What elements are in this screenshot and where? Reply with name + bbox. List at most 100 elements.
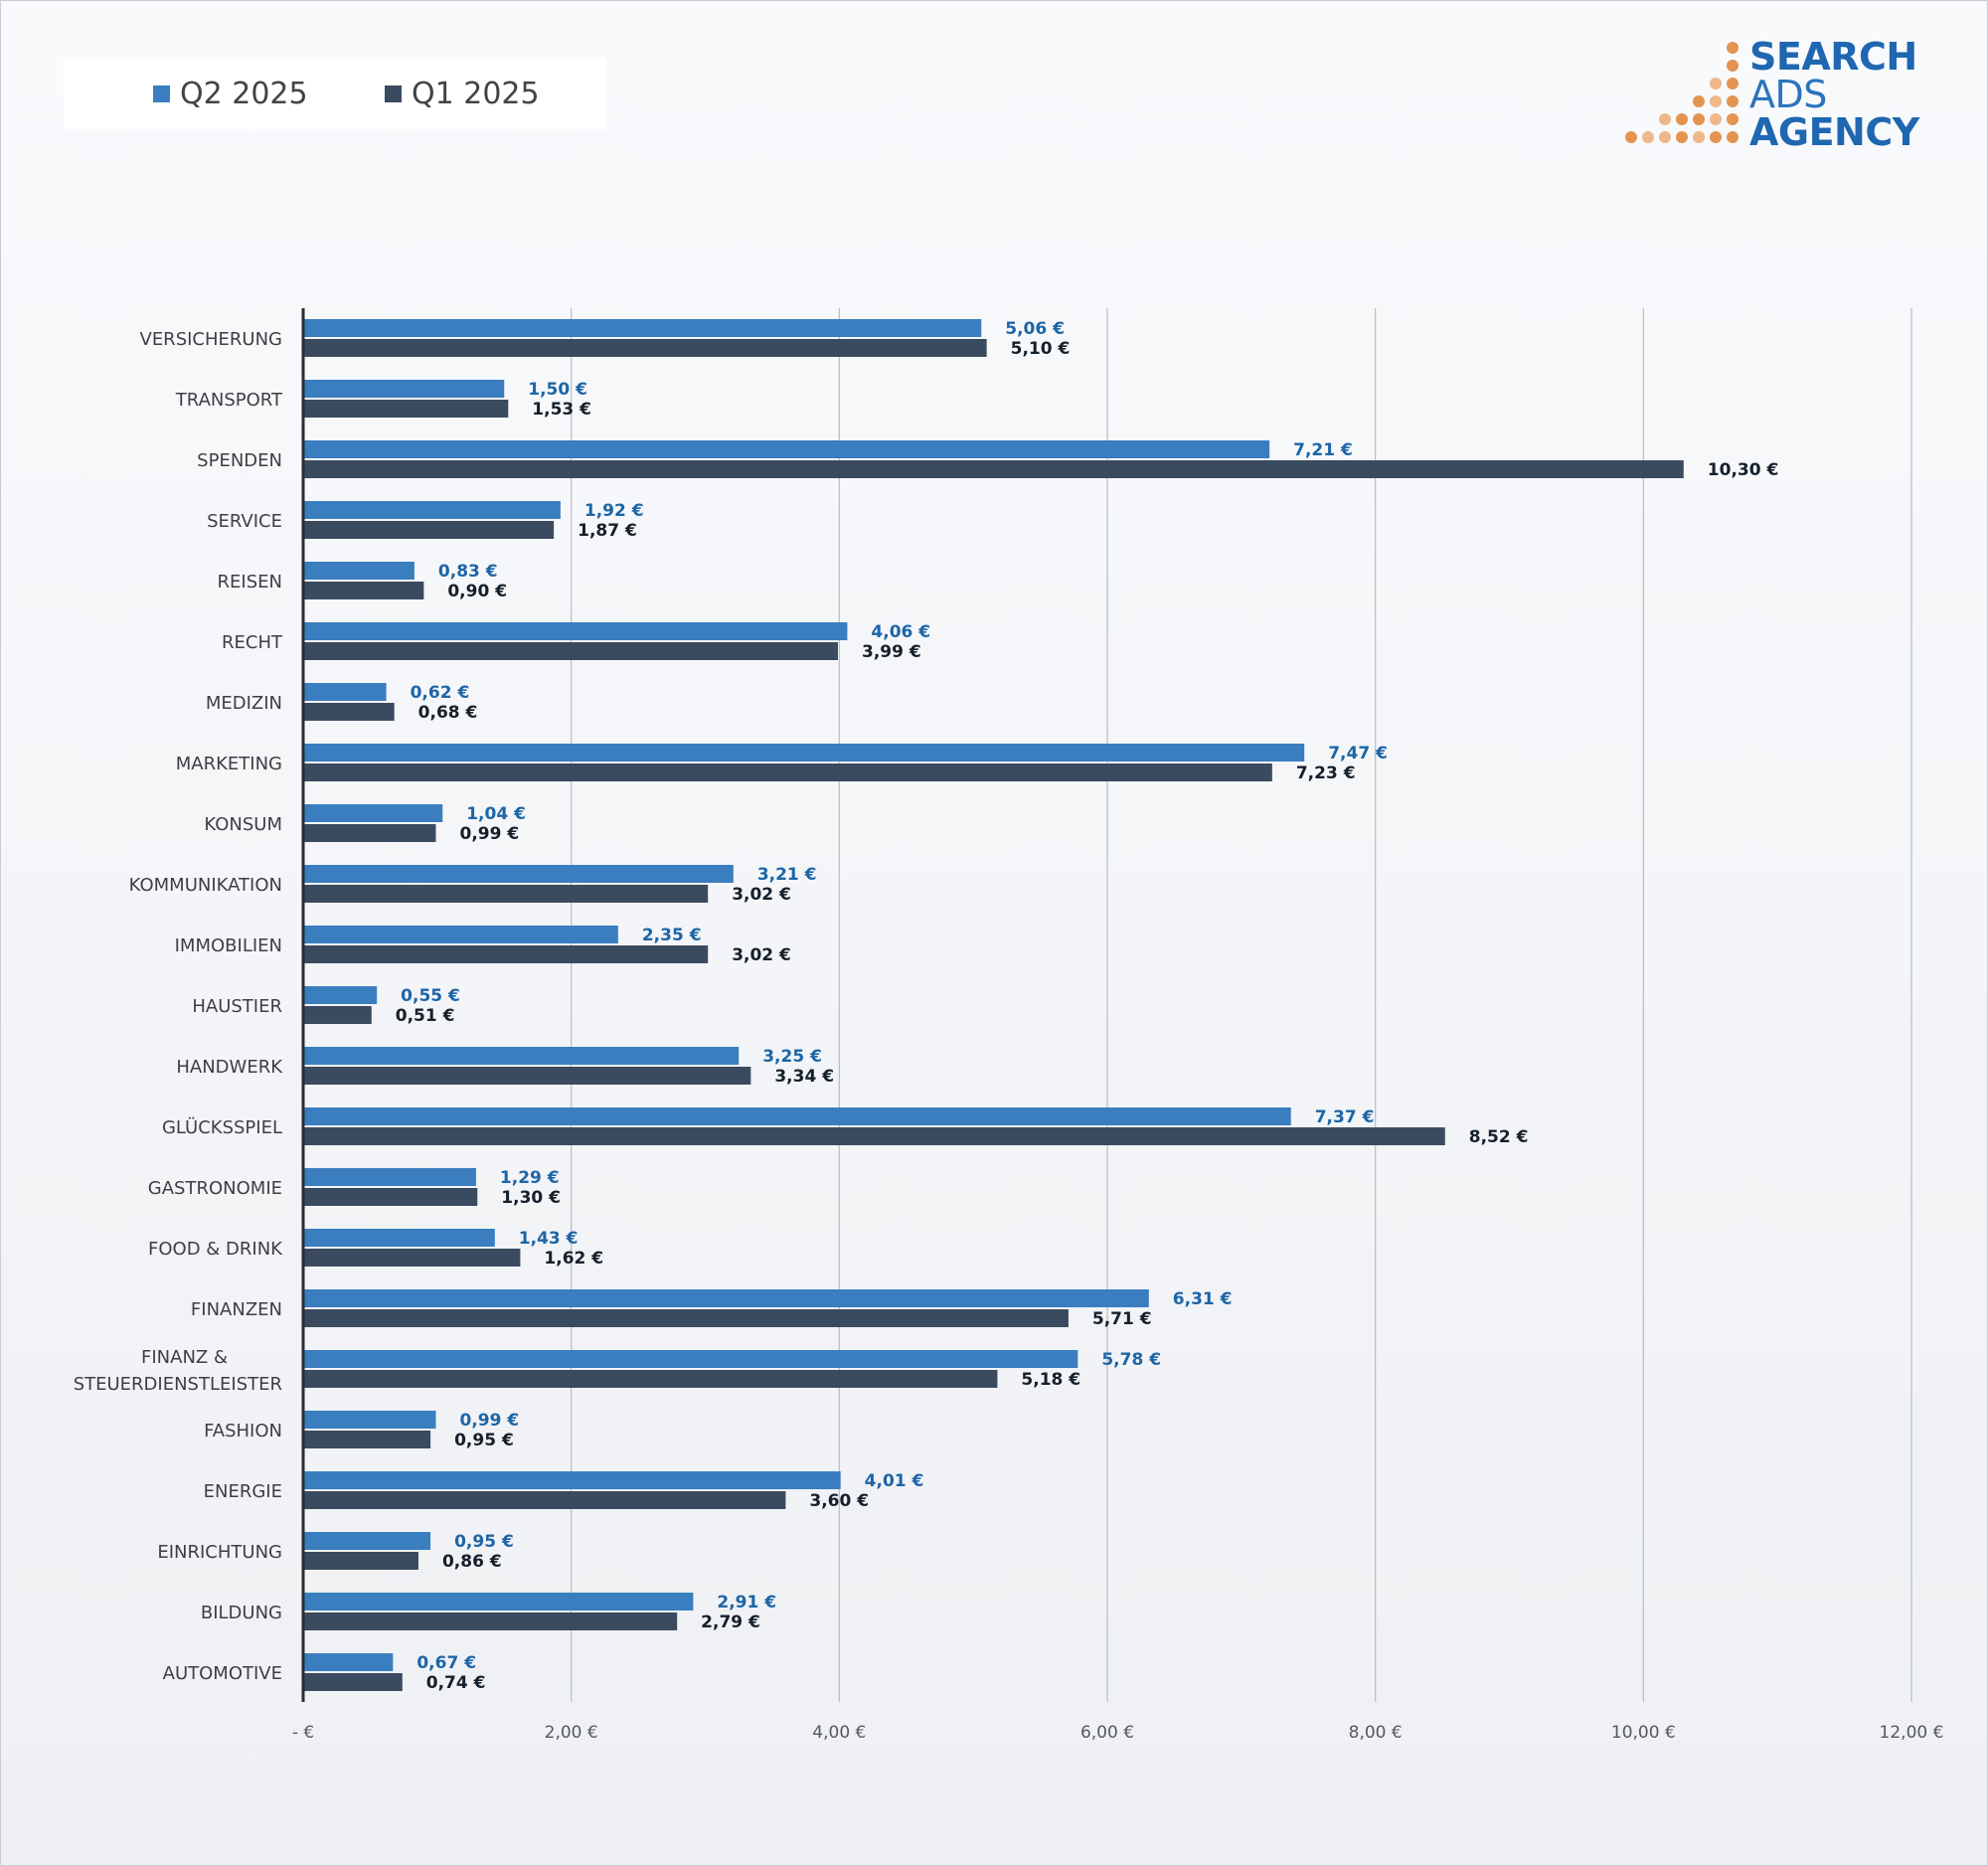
x-tick-label: 2,00 € <box>545 1723 598 1743</box>
data-label-q2: 5,78 € <box>1101 1350 1161 1370</box>
bar-q1 <box>303 824 436 842</box>
data-label-q2: 3,25 € <box>762 1047 822 1067</box>
bar-q1 <box>303 339 987 357</box>
bar-q1 <box>303 1370 998 1388</box>
bar-q2 <box>303 440 1270 458</box>
data-label-q1: 7,23 € <box>1296 763 1356 783</box>
bar-q2 <box>303 1532 431 1550</box>
bar-q2 <box>303 562 414 580</box>
data-label-q2: 0,99 € <box>459 1411 519 1431</box>
category-label: KONSUM <box>204 814 282 835</box>
legend-swatch-q2 <box>153 85 170 102</box>
category-label: FASHION <box>204 1421 282 1442</box>
category-label: FINANZEN <box>191 1299 282 1320</box>
legend: Q2 2025 Q1 2025 <box>64 58 606 129</box>
category-label: ENERGIE <box>204 1481 282 1502</box>
data-label-q1: 0,90 € <box>447 582 507 601</box>
data-label-q1: 5,10 € <box>1011 339 1071 359</box>
data-label-q2: 1,43 € <box>519 1229 579 1249</box>
category-label: SERVICE <box>207 511 282 532</box>
category-label: KOMMUNIKATION <box>129 875 282 896</box>
data-label-q2: 0,55 € <box>401 986 460 1006</box>
category-label: REISEN <box>218 572 282 593</box>
category-label: GLÜCKSSPIEL <box>162 1116 282 1138</box>
legend-item-q1: Q1 2025 <box>385 74 540 113</box>
data-label-q2: 0,83 € <box>438 562 498 582</box>
data-label-q1: 10,30 € <box>1708 460 1779 480</box>
bar-q1 <box>303 582 424 599</box>
data-label-q2: 1,29 € <box>500 1168 560 1188</box>
data-label-q2: 0,95 € <box>454 1532 514 1552</box>
category-label: RECHT <box>222 632 283 653</box>
data-label-q2: 4,01 € <box>865 1471 924 1491</box>
agency-logo: SEARCH ADS AGENCY <box>1620 38 1919 157</box>
x-tick-label: 8,00 € <box>1349 1723 1403 1743</box>
data-label-q2: 6,31 € <box>1173 1289 1233 1309</box>
data-label-q1: 8,52 € <box>1469 1127 1529 1147</box>
bar-q1 <box>303 1309 1069 1327</box>
bar-q1 <box>303 1491 786 1509</box>
x-tick-label: 12,00 € <box>1880 1723 1944 1743</box>
bar-q1 <box>303 885 709 903</box>
category-label: AUTOMOTIVE <box>163 1663 282 1684</box>
legend-item-q2: Q2 2025 <box>153 74 308 113</box>
category-label: HANDWERK <box>176 1057 283 1078</box>
bar-q2 <box>303 1289 1149 1307</box>
data-label-q1: 1,87 € <box>578 521 637 541</box>
bar-q2 <box>303 1229 495 1247</box>
category-label: VERSICHERUNG <box>140 329 283 350</box>
category-label: STEUERDIENSTLEISTER <box>74 1374 282 1395</box>
bar-q2 <box>303 1168 476 1186</box>
legend-swatch-q1 <box>385 85 402 102</box>
data-label-q1: 3,99 € <box>862 642 921 662</box>
data-label-q1: 5,18 € <box>1021 1370 1080 1390</box>
bar-q1 <box>303 1431 431 1448</box>
category-label: SPENDEN <box>197 450 282 471</box>
bar-q2 <box>303 865 734 883</box>
category-label: TRANSPORT <box>175 390 283 411</box>
bar-q1 <box>303 521 555 539</box>
bar-q2 <box>303 744 1305 762</box>
data-label-q2: 2,35 € <box>642 926 702 945</box>
bar-q1 <box>303 1188 478 1206</box>
bar-q1 <box>303 1673 403 1691</box>
bar-q2 <box>303 1653 394 1671</box>
data-label-q1: 0,86 € <box>442 1552 502 1572</box>
bar-q1 <box>303 1067 751 1085</box>
bar-q2 <box>303 622 848 640</box>
data-label-q1: 3,60 € <box>809 1491 869 1511</box>
bar-q1 <box>303 1612 678 1630</box>
bar-q1 <box>303 1249 521 1267</box>
bar-q1 <box>303 1127 1445 1145</box>
data-label-q2: 7,21 € <box>1293 440 1353 460</box>
bar-q2 <box>303 1411 436 1429</box>
legend-label-q2: Q2 2025 <box>180 76 308 111</box>
bar-q2 <box>303 1047 740 1065</box>
data-label-q1: 1,30 € <box>501 1188 561 1208</box>
bar-q2 <box>303 501 561 519</box>
legend-label-q1: Q1 2025 <box>412 76 540 111</box>
x-tick-label: - € <box>292 1723 314 1743</box>
data-label-q1: 0,51 € <box>396 1006 455 1026</box>
category-label: FINANZ & <box>141 1347 228 1368</box>
data-label-q2: 0,67 € <box>416 1653 476 1673</box>
logo-line-3: AGENCY <box>1749 110 1919 154</box>
category-label: GASTRONOMIE <box>148 1178 282 1199</box>
data-label-q1: 0,68 € <box>418 703 478 723</box>
bar-q2 <box>303 1471 841 1489</box>
data-label-q2: 5,06 € <box>1005 319 1065 339</box>
data-label-q1: 0,74 € <box>426 1673 486 1693</box>
logo-dots-icon <box>1625 42 1739 143</box>
data-label-q2: 3,21 € <box>757 865 817 885</box>
data-label-q1: 1,62 € <box>544 1249 603 1269</box>
bar-q1 <box>303 1552 418 1570</box>
data-label-q2: 1,50 € <box>528 380 587 400</box>
data-label-q1: 1,53 € <box>532 400 591 420</box>
bar-q2 <box>303 1350 1078 1368</box>
data-label-q1: 0,95 € <box>454 1431 514 1450</box>
category-label: IMMOBILIEN <box>175 935 282 956</box>
bar-q1 <box>303 460 1684 478</box>
bar-q2 <box>303 986 378 1004</box>
data-label-q1: 3,34 € <box>774 1067 834 1087</box>
data-label-q2: 7,37 € <box>1315 1107 1375 1127</box>
